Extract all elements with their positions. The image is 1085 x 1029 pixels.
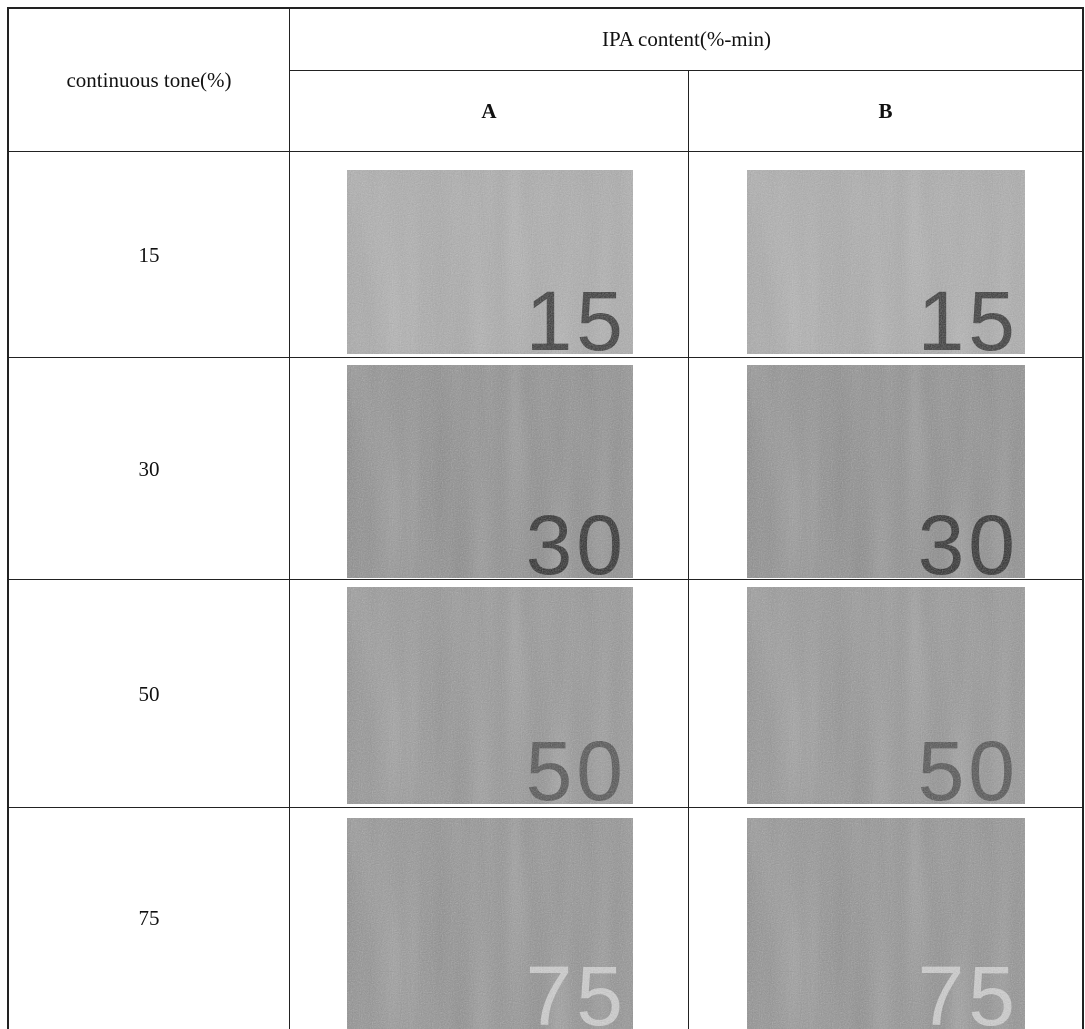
sample-image: 15 (347, 170, 633, 354)
sample-image: 30 (347, 365, 633, 578)
border (8, 7, 1084, 9)
image-grain (347, 365, 633, 578)
border (1082, 7, 1084, 1029)
sample-image: 75 (747, 818, 1025, 1029)
sample-image: 50 (347, 587, 633, 804)
tone-label: 50 (8, 580, 290, 808)
image-grain (747, 587, 1025, 804)
sample-image: 75 (347, 818, 633, 1029)
image-grain (347, 587, 633, 804)
row-border (8, 357, 1083, 358)
page: continuous tone(%) IPA content(%-min) A … (0, 0, 1085, 1029)
group-header: IPA content(%-min) (290, 8, 1083, 70)
image-grain (747, 818, 1025, 1029)
border (688, 70, 689, 1029)
column-header: A (290, 70, 688, 152)
tone-label: 15 (8, 152, 290, 358)
image-grain (747, 170, 1025, 354)
tone-label: 75 (8, 808, 290, 1029)
row-label-header: continuous tone(%) (8, 8, 290, 152)
image-grain (747, 365, 1025, 578)
tone-label: 30 (8, 358, 290, 580)
image-grain (347, 818, 633, 1029)
column-header: B (688, 70, 1083, 152)
image-grain (347, 170, 633, 354)
sample-image: 15 (747, 170, 1025, 354)
border (290, 70, 1083, 71)
sample-image: 30 (747, 365, 1025, 578)
row-border (8, 579, 1083, 580)
row-border (8, 807, 1083, 808)
sample-image: 50 (747, 587, 1025, 804)
